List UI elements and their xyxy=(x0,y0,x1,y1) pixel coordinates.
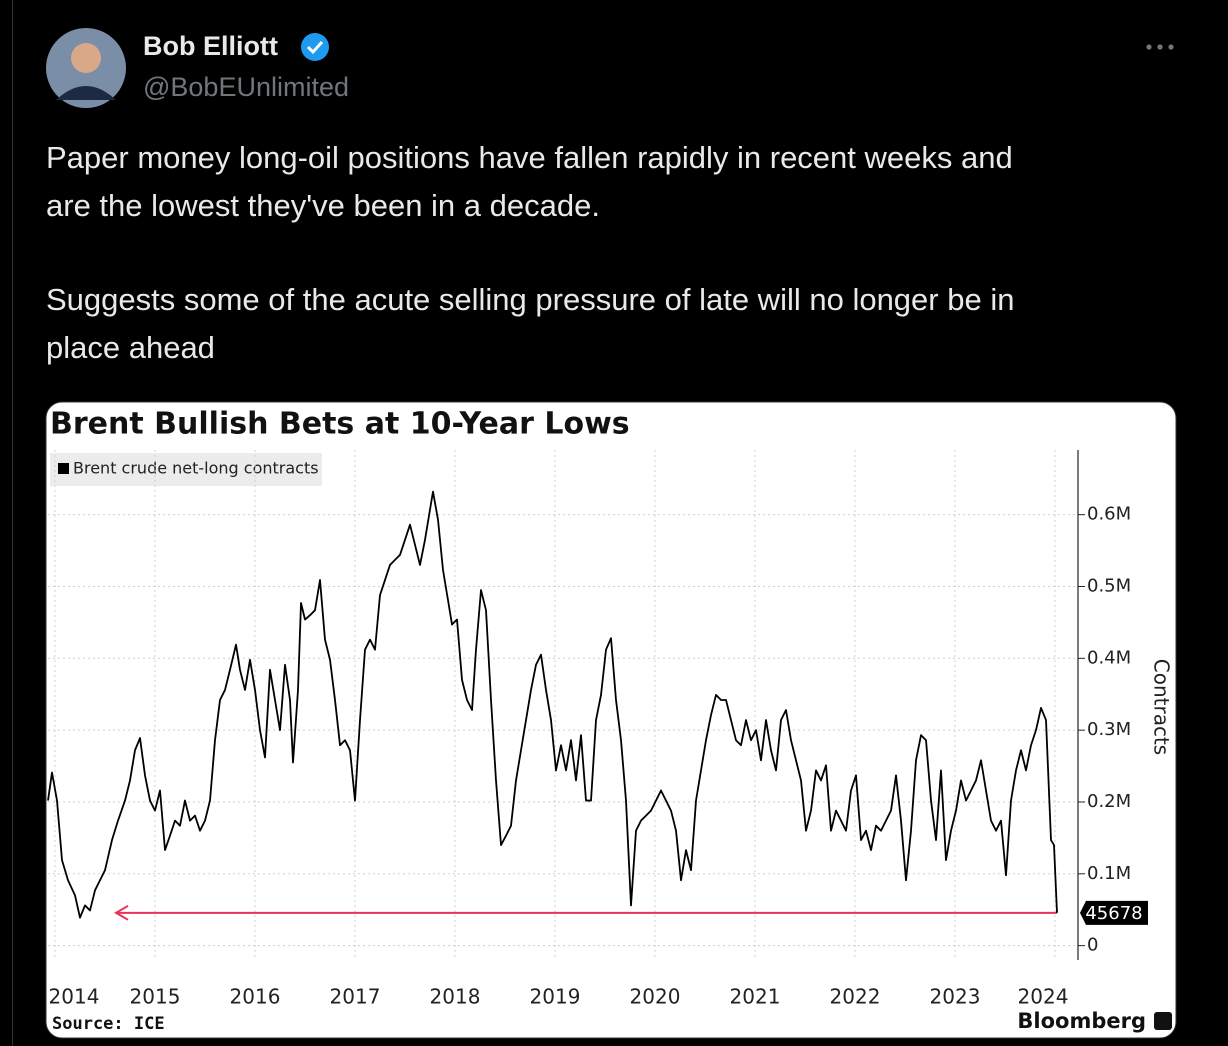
avatar-body xyxy=(56,86,116,100)
author-handle[interactable]: @BobEUnlimited xyxy=(143,72,349,102)
tweet-text: are the lowest they've been in a decade. xyxy=(46,188,600,223)
avatar[interactable] xyxy=(46,28,126,108)
tweet-text: Suggests some of the acute selling press… xyxy=(46,282,1014,317)
avatar-face xyxy=(71,43,101,73)
y-axis-label: Contracts xyxy=(1150,659,1174,755)
y-tick-label: 0.6M xyxy=(1087,504,1131,525)
y-tick-label: 0.2M xyxy=(1087,791,1131,812)
badge-bg xyxy=(301,33,329,61)
legend-swatch xyxy=(58,463,69,474)
brand-icon xyxy=(1154,1012,1172,1030)
legend xyxy=(50,453,322,486)
dot xyxy=(1157,44,1163,50)
x-tick-label: 2022 xyxy=(830,985,881,1009)
legend-label: Brent crude net-long contracts xyxy=(73,459,319,478)
y-tick-label: 0 xyxy=(1087,935,1098,956)
x-tick-label: 2015 xyxy=(130,985,181,1009)
tweet-text: place ahead xyxy=(46,330,215,365)
verified-badge xyxy=(301,33,329,61)
last-value-box xyxy=(1080,900,1148,925)
chart-title: Brent Bullish Bets at 10-Year Lows xyxy=(50,407,630,442)
x-tick-label: 2014 xyxy=(49,985,100,1009)
last-value-label: 45678 xyxy=(1085,903,1142,924)
dot xyxy=(1168,44,1174,50)
x-tick-label: 2018 xyxy=(430,985,481,1009)
x-tick-label: 2023 xyxy=(930,985,981,1009)
tweet-text: Paper money long-oil positions have fall… xyxy=(46,140,1013,175)
divider xyxy=(12,0,13,1046)
source: Source: ICE xyxy=(52,1014,165,1034)
x-tick-label: 2017 xyxy=(330,985,381,1009)
x-tick-label: 2020 xyxy=(630,985,681,1009)
chart-card[interactable] xyxy=(45,401,1177,1039)
line-series xyxy=(47,490,1058,919)
y-tick-label: 0.5M xyxy=(1087,575,1131,596)
dot xyxy=(1146,44,1152,50)
x-tick-label: 2021 xyxy=(730,985,781,1009)
annotation-arrowhead xyxy=(114,904,129,921)
y-tick-label: 0.1M xyxy=(1087,863,1131,884)
more-button[interactable] xyxy=(1146,44,1174,50)
author-name[interactable]: Bob Elliott xyxy=(143,31,278,61)
x-tick-label: 2024 xyxy=(1018,985,1069,1009)
x-tick-label: 2016 xyxy=(230,985,281,1009)
brand: Bloomberg xyxy=(1017,1009,1146,1033)
badge-check xyxy=(306,40,324,55)
y-tick-label: 0.4M xyxy=(1087,647,1131,668)
x-tick-label: 2019 xyxy=(530,985,581,1009)
y-tick-label: 0.3M xyxy=(1087,719,1131,740)
